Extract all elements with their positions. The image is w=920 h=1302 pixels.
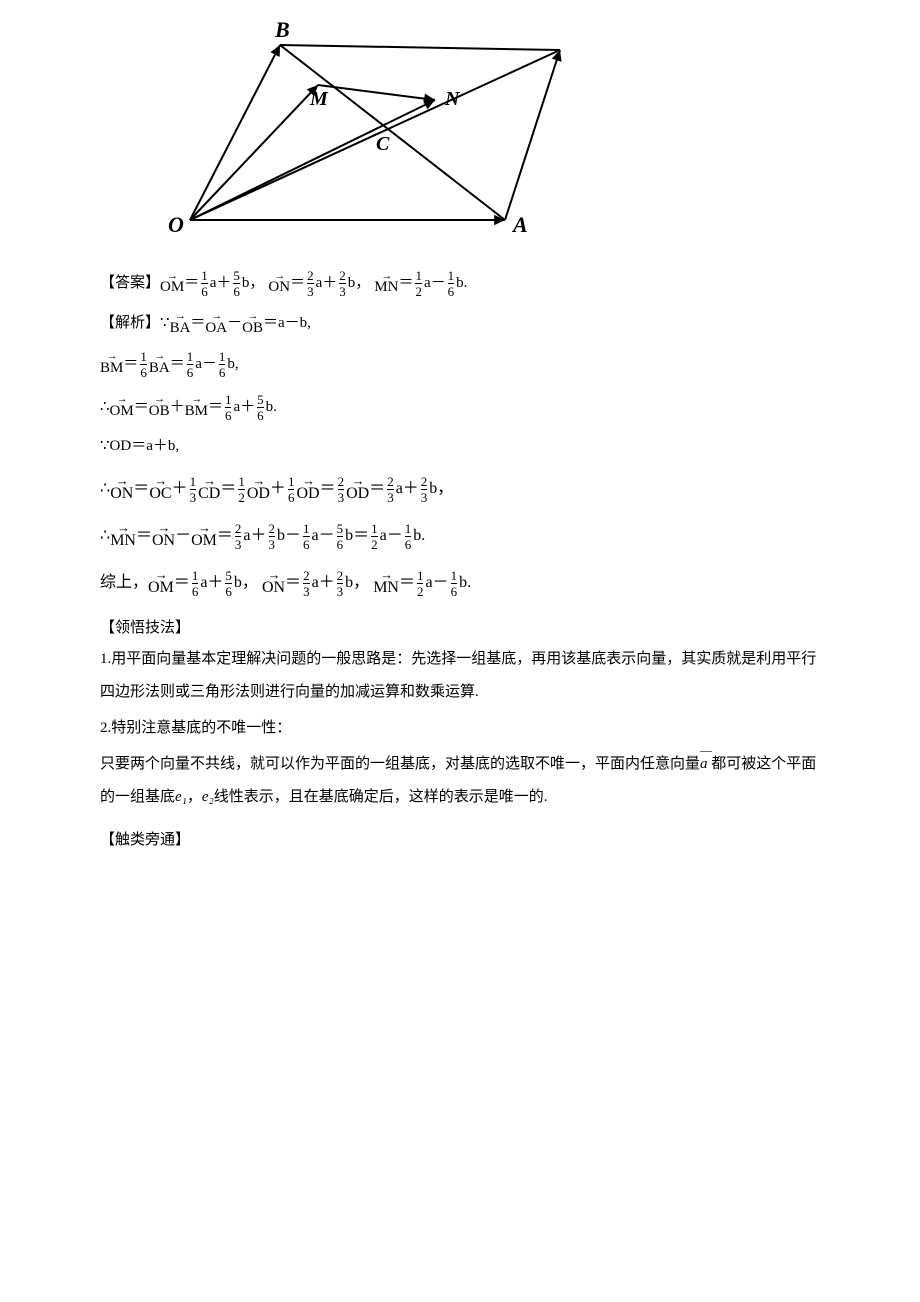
- analysis-line-om: ∴ →OM＝ →OB＋ →BM＝ 16a＋ 56b.: [100, 393, 820, 422]
- answer-label: 【答案】: [100, 273, 160, 294]
- analysis-line-mn: ∴ →MN＝ →ON－ →OM＝ 23a＋ 23b－ 16a－ 56b＝ 12a…: [100, 522, 820, 551]
- analysis-line-bm: →BM＝ 16 →BA＝ 16a－ 16b,: [100, 350, 820, 379]
- analysis-line-od: ∵OD＝a＋b,: [100, 436, 820, 457]
- svg-text:B: B: [274, 20, 290, 42]
- technique-p3: 只要两个向量不共线，就可以作为平面的一组基底，对基底的选取不唯一，平面内任意向量…: [100, 748, 820, 814]
- svg-text:A: A: [511, 212, 528, 237]
- summary-line: 综上， →OM＝ 16a＋ 56b， →ON＝ 23a＋ 23b， →MN＝ 1…: [100, 569, 820, 598]
- answer-line: 【答案】 →OM＝ 16a＋ 56b， →ON＝ 23a＋ 23b， →MN＝ …: [100, 269, 820, 298]
- page: O B A M N C 【答案】 →OM＝ 16a＋ 56b， →ON＝ 23a＋ 23b…: [0, 0, 920, 1302]
- analysis-line-1: 【解析】 ∵ →BA ＝ →OA － →OB ＝a－b,: [100, 312, 820, 336]
- analysis-line-on: ∴ →ON＝ →OC＋ 13 →CD＝ 12 →OD＋ 16 →OD＝ 23 →…: [100, 475, 820, 504]
- vector-diagram: O B A M N C: [160, 20, 820, 255]
- analogy-label: 【触类旁通】: [100, 828, 820, 849]
- technique-p1: 1.用平面向量基本定理解决问题的一般思路是：先选择一组基底，再用该基底表示向量，…: [100, 643, 820, 709]
- diagram-svg: O B A M N C: [160, 20, 590, 250]
- technique-p2: 2.特别注意基底的不唯一性：: [100, 715, 820, 742]
- svg-text:N: N: [444, 88, 461, 110]
- svg-text:M: M: [309, 88, 329, 110]
- analysis-label: 【解析】: [100, 313, 160, 334]
- svg-text:C: C: [376, 133, 390, 155]
- technique-label: 【领悟技法】: [100, 616, 820, 637]
- svg-text:O: O: [168, 212, 184, 237]
